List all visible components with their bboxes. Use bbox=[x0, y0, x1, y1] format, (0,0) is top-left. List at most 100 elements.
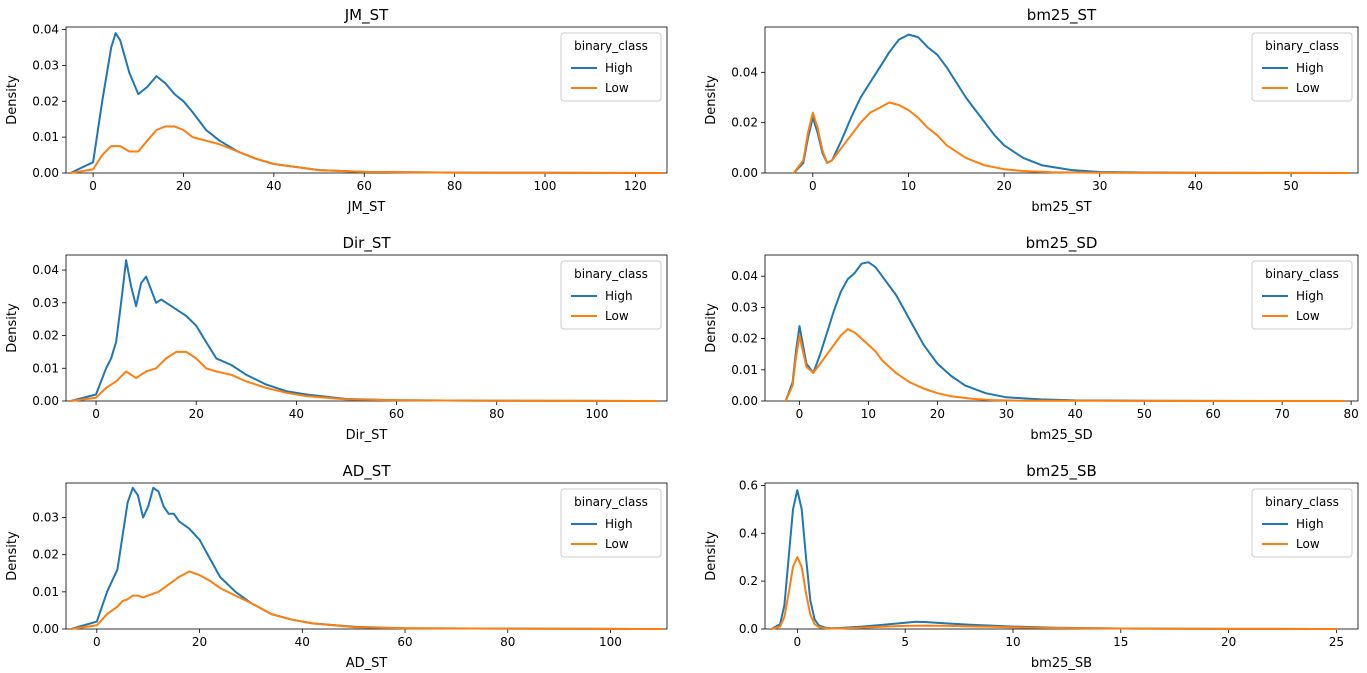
chart-3-xtick-label-4: 80 bbox=[489, 407, 504, 421]
chart-1-ytick-label-4: 0.04 bbox=[32, 23, 59, 37]
chart-3-xtick-label-0: 0 bbox=[92, 407, 100, 421]
chart-4-xtick-label-2: 20 bbox=[930, 407, 945, 421]
chart-5-series-low-line bbox=[70, 570, 663, 630]
chart-4-legend-label-high: High bbox=[1296, 289, 1324, 303]
chart-3-ytick-label-4: 0.04 bbox=[32, 263, 59, 277]
chart-3-xtick-label-3: 60 bbox=[389, 407, 404, 421]
chart-3-series-high-line bbox=[70, 259, 658, 402]
chart-4-ytick-label-4: 0.04 bbox=[731, 269, 758, 283]
chart-3-ylabel: Density bbox=[5, 303, 20, 353]
chart-6-xtick-label-3: 15 bbox=[1113, 635, 1128, 649]
chart-6-xtick-label-0: 0 bbox=[794, 635, 802, 649]
chart-2-xlabel: bm25_ST bbox=[1031, 200, 1091, 215]
chart-5-legend-label-high: High bbox=[605, 517, 633, 531]
chart-5-legend-title: binary_class bbox=[574, 495, 648, 509]
chart-1-xlabel: JM_ST bbox=[347, 200, 386, 215]
chart-4-ylabel: Density bbox=[704, 303, 719, 353]
chart-2-legend-label-low: Low bbox=[1296, 81, 1320, 95]
chart-4-xtick-label-5: 50 bbox=[1137, 407, 1152, 421]
chart-4-legend-title: binary_class bbox=[1265, 267, 1339, 281]
chart-6-ytick-label-3: 0.6 bbox=[739, 478, 758, 492]
chart-6-ytick-label-2: 0.4 bbox=[739, 526, 758, 540]
chart-2-series-low-line bbox=[792, 101, 1350, 174]
chart-1-legend-label-high: High bbox=[605, 61, 633, 75]
chart-5-xtick-label-1: 20 bbox=[192, 635, 207, 649]
chart-3-ytick-label-0: 0.00 bbox=[32, 394, 59, 408]
chart-4-series-low-line bbox=[784, 328, 1346, 402]
chart-2-xtick-label-2: 20 bbox=[996, 179, 1011, 193]
chart-4-xtick-label-4: 40 bbox=[1068, 407, 1083, 421]
chart-1-xtick-label-0: 0 bbox=[89, 179, 97, 193]
chart-2-xtick-label-0: 0 bbox=[809, 179, 817, 193]
chart-1-xtick-label-2: 40 bbox=[266, 179, 281, 193]
chart-1-legend-box bbox=[560, 32, 662, 102]
chart-2-ytick-label-2: 0.04 bbox=[731, 65, 758, 79]
chart-6-xtick-label-1: 5 bbox=[901, 635, 909, 649]
chart-5-xlabel: AD_ST bbox=[346, 656, 388, 671]
chart-5-ytick-label-2: 0.02 bbox=[32, 548, 59, 562]
chart-2-ytick-label-0: 0.00 bbox=[731, 166, 758, 180]
chart-4-xtick-label-3: 30 bbox=[999, 407, 1014, 421]
chart-3-series-low-line bbox=[70, 350, 658, 402]
chart-3-axes-frame bbox=[65, 254, 668, 402]
chart-3-xlabel: Dir_ST bbox=[346, 428, 388, 443]
chart-4-xtick-label-7: 70 bbox=[1275, 407, 1290, 421]
chart-1-legend-label-low: Low bbox=[605, 81, 629, 95]
chart-4-ytick-label-1: 0.01 bbox=[731, 363, 758, 377]
chart-5-xtick-label-3: 60 bbox=[397, 635, 412, 649]
chart-6-ytick-label-1: 0.2 bbox=[739, 574, 758, 588]
chart-4-xtick-label-0: 0 bbox=[796, 407, 804, 421]
chart-5-ylabel: Density bbox=[5, 531, 20, 581]
chart-1-ytick-label-1: 0.01 bbox=[32, 130, 59, 144]
chart-5-ytick-label-1: 0.01 bbox=[32, 585, 59, 599]
chart-4-ytick-label-0: 0.00 bbox=[731, 394, 758, 408]
chart-5-xtick-label-0: 0 bbox=[93, 635, 101, 649]
chart-6-xtick-label-4: 20 bbox=[1221, 635, 1236, 649]
chart-1-xtick-label-5: 100 bbox=[534, 179, 557, 193]
chart-5-xtick-label-5: 100 bbox=[599, 635, 622, 649]
chart-2-ytick-label-1: 0.02 bbox=[731, 116, 758, 130]
chart-3-legend-label-high: High bbox=[605, 289, 633, 303]
chart-2-xtick-label-5: 50 bbox=[1283, 179, 1298, 193]
chart-5-ytick-label-0: 0.00 bbox=[32, 622, 59, 636]
chart-6-xtick-label-2: 10 bbox=[1005, 635, 1020, 649]
chart-2-xtick-label-1: 10 bbox=[901, 179, 916, 193]
chart-1-xtick-label-1: 20 bbox=[176, 179, 191, 193]
chart-1-series-low-line bbox=[69, 125, 664, 174]
chart-4-xtick-label-1: 10 bbox=[861, 407, 876, 421]
chart-4-ytick-label-2: 0.02 bbox=[731, 332, 758, 346]
chart-4-xlabel: bm25_SD bbox=[1030, 428, 1092, 443]
chart-1-ytick-label-2: 0.02 bbox=[32, 94, 59, 108]
chart-6-legend-label-low: Low bbox=[1296, 537, 1320, 551]
chart-6-xlabel: bm25_SB bbox=[1031, 656, 1092, 671]
chart-4-series-high-line bbox=[784, 261, 1346, 402]
chart-4-xtick-label-6: 60 bbox=[1206, 407, 1221, 421]
chart-3-legend-box bbox=[560, 260, 662, 330]
chart-2-ylabel: Density bbox=[704, 75, 719, 125]
chart-1-xtick-label-3: 60 bbox=[357, 179, 372, 193]
chart-1-legend-title: binary_class bbox=[574, 39, 648, 53]
chart-6-title: bm25_SB bbox=[1026, 462, 1097, 481]
chart-5-ytick-label-3: 0.03 bbox=[32, 511, 59, 525]
chart-3-title: Dir_ST bbox=[342, 234, 391, 253]
chart-1-xtick-label-6: 120 bbox=[624, 179, 647, 193]
chart-3-legend-title: binary_class bbox=[574, 267, 648, 281]
chart-4-ytick-label-3: 0.03 bbox=[731, 300, 758, 314]
chart-6-legend-label-high: High bbox=[1296, 517, 1324, 531]
chart-5-legend-label-low: Low bbox=[605, 537, 629, 551]
chart-2-legend-box bbox=[1251, 32, 1353, 102]
chart-5-axes-frame bbox=[65, 482, 668, 630]
chart-6-ylabel: Density bbox=[704, 531, 719, 581]
chart-5-xtick-label-2: 40 bbox=[295, 635, 310, 649]
chart-6-ytick-label-0: 0.0 bbox=[739, 622, 758, 636]
chart-3-ytick-label-3: 0.03 bbox=[32, 296, 59, 310]
chart-2-legend-title: binary_class bbox=[1265, 39, 1339, 53]
chart-2-xtick-label-4: 40 bbox=[1188, 179, 1203, 193]
chart-3-ytick-label-2: 0.02 bbox=[32, 329, 59, 343]
chart-3-xtick-label-5: 100 bbox=[585, 407, 608, 421]
chart-5-legend-box bbox=[560, 488, 662, 558]
chart-4-legend-label-low: Low bbox=[1296, 309, 1320, 323]
chart-1-xtick-label-4: 80 bbox=[447, 179, 462, 193]
chart-3-xtick-label-1: 20 bbox=[189, 407, 204, 421]
